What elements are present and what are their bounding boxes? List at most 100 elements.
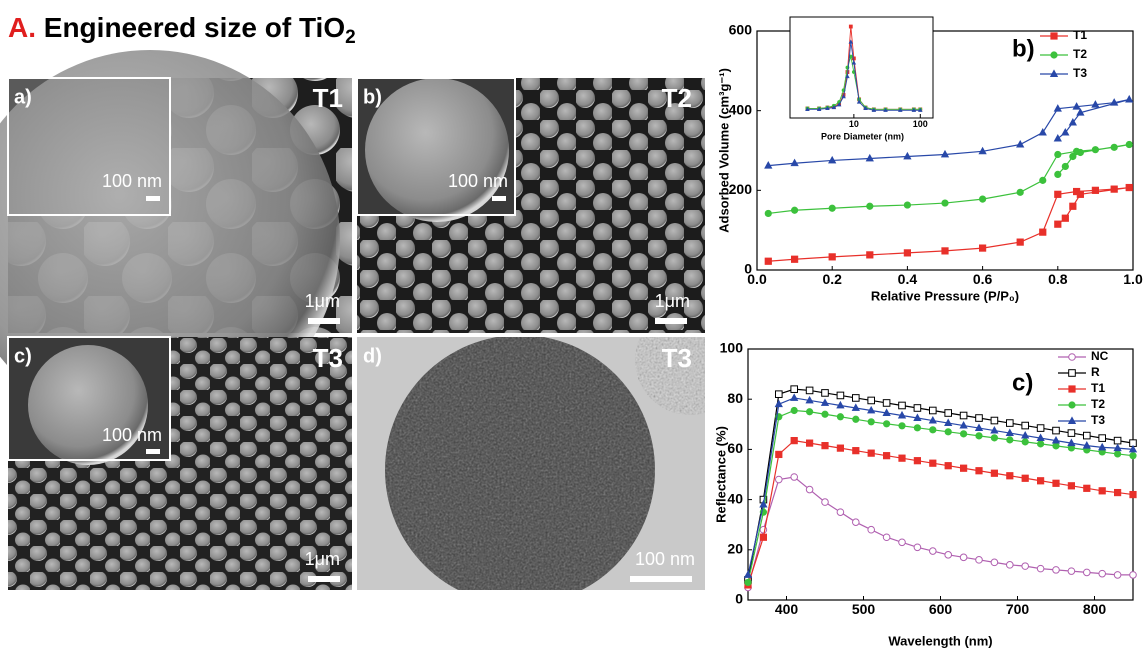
marker <box>849 25 852 28</box>
x-tick-label: 600 <box>929 601 953 617</box>
marker <box>904 250 911 257</box>
x-tick-label: 0.8 <box>1048 271 1068 287</box>
marker <box>899 539 906 546</box>
x-tick-label: 400 <box>775 601 799 617</box>
legend-label: T1 <box>1073 28 1087 42</box>
marker <box>760 534 767 541</box>
marker <box>976 557 983 564</box>
legend-marker <box>1051 33 1058 40</box>
series-line <box>748 441 1133 585</box>
marker <box>1017 239 1024 246</box>
marker <box>1039 177 1046 184</box>
scale-bar <box>630 576 692 582</box>
marker <box>1114 489 1121 496</box>
marker <box>1039 229 1046 236</box>
x-tick-label: 100 <box>913 119 928 129</box>
marker <box>791 407 798 414</box>
marker <box>1130 452 1137 459</box>
marker <box>899 402 906 409</box>
marker <box>837 413 844 420</box>
marker <box>1022 475 1029 482</box>
legend-label: T1 <box>1091 381 1105 395</box>
legend-label: NC <box>1091 349 1109 363</box>
marker <box>883 452 890 459</box>
marker <box>867 203 874 210</box>
panel-label: b) <box>363 86 382 108</box>
marker <box>853 416 860 423</box>
marker <box>960 412 967 419</box>
marker <box>829 254 836 261</box>
page: {"figure": {"title": {"label": "A.", "te… <box>0 0 1143 650</box>
marker <box>1077 149 1084 156</box>
legend-label: R <box>1091 365 1100 379</box>
marker <box>1099 435 1106 442</box>
marker <box>960 554 967 561</box>
marker <box>883 400 890 407</box>
marker <box>1130 491 1137 498</box>
x-tick-label: 0.4 <box>898 271 918 287</box>
marker <box>979 196 986 203</box>
marker <box>1007 437 1014 444</box>
marker <box>1037 477 1044 484</box>
marker <box>1126 184 1133 191</box>
x-tick-label: 10 <box>849 119 859 129</box>
marker <box>883 534 890 541</box>
marker <box>853 519 860 526</box>
sample-label: T3 <box>313 343 343 373</box>
marker <box>1062 163 1069 170</box>
y-tick-label: 80 <box>727 390 743 406</box>
marker <box>1054 135 1061 142</box>
marker <box>868 450 875 457</box>
legend-label: T2 <box>1073 47 1087 61</box>
marker <box>1084 485 1091 492</box>
marker <box>868 418 875 425</box>
scale-label: 100 nm <box>102 171 162 191</box>
scale-label: 100 nm <box>635 549 695 569</box>
series-line <box>748 389 1133 580</box>
scale-bar <box>655 318 687 324</box>
marker <box>791 394 798 401</box>
marker <box>1007 420 1014 427</box>
marker <box>883 420 890 427</box>
marker <box>960 465 967 472</box>
marker <box>1053 480 1060 487</box>
marker <box>991 417 998 424</box>
x-tick-label: 500 <box>852 601 876 617</box>
marker <box>1114 437 1121 444</box>
scale-bar <box>146 196 160 201</box>
legend-label: T2 <box>1091 397 1105 411</box>
marker <box>853 447 860 454</box>
marker <box>1053 427 1060 434</box>
marker <box>1099 570 1106 577</box>
marker <box>791 207 798 214</box>
sample-label: T3 <box>662 343 692 373</box>
marker <box>979 245 986 252</box>
y-tick-label: 20 <box>727 541 743 557</box>
legend-marker <box>1069 386 1076 393</box>
marker <box>1068 430 1075 437</box>
marker <box>991 470 998 477</box>
marker <box>806 387 813 394</box>
marker <box>942 248 949 255</box>
series-line <box>768 188 1129 262</box>
marker <box>776 391 783 398</box>
x-tick-label: 800 <box>1083 601 1107 617</box>
marker <box>776 476 783 483</box>
marker <box>822 499 829 506</box>
marker <box>765 258 772 265</box>
y-axis-label: Reflectance (%) <box>713 426 728 523</box>
marker <box>1077 191 1084 198</box>
legend-label: T3 <box>1091 413 1105 427</box>
panel-label: a) <box>14 86 32 108</box>
marker <box>791 437 798 444</box>
legend-label: T3 <box>1073 66 1087 80</box>
scale-bar <box>146 449 160 454</box>
marker <box>1055 171 1062 178</box>
figure-title: A. Engineered size of TiO2 <box>8 12 356 48</box>
marker <box>942 200 949 207</box>
marker <box>853 395 860 402</box>
marker <box>930 460 937 467</box>
legend-marker <box>1068 417 1075 424</box>
marker <box>945 462 952 469</box>
